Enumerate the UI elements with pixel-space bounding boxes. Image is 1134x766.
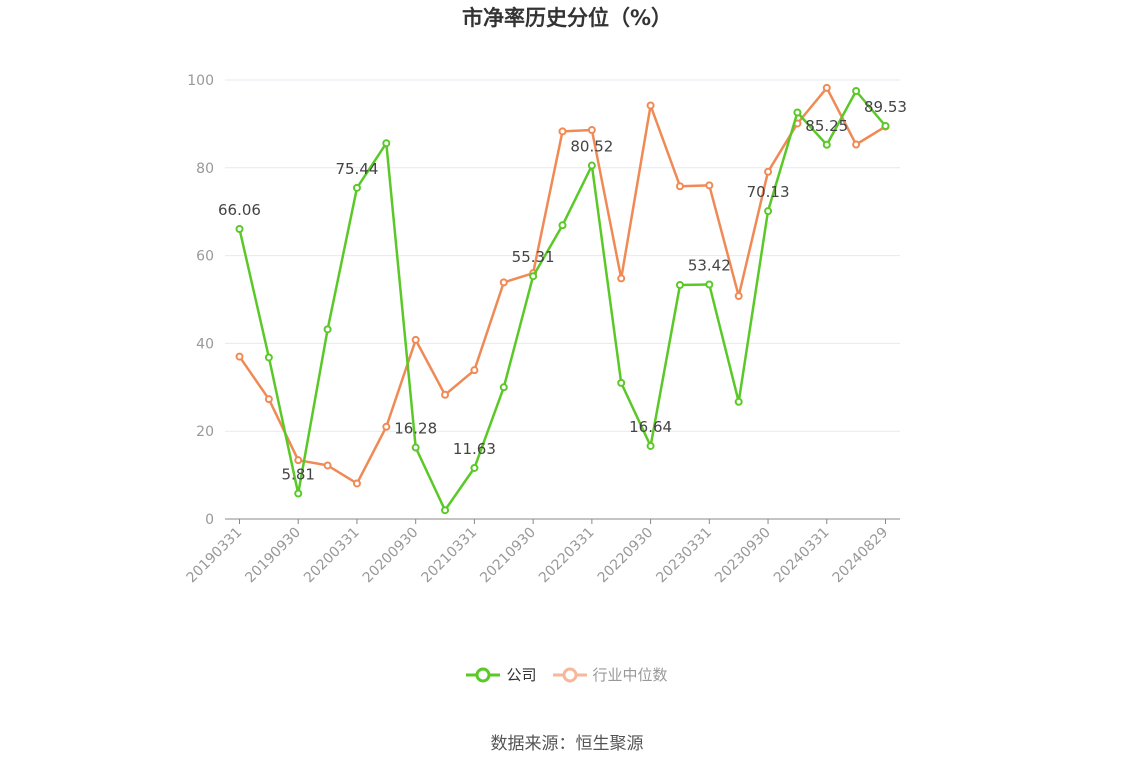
data-label-company: 55.31	[512, 248, 555, 266]
point-company	[529, 272, 538, 281]
point-industry	[764, 167, 773, 176]
point-industry	[852, 140, 861, 149]
point-industry	[323, 461, 332, 470]
x-tick-label: 20200331	[301, 525, 363, 587]
y-tick-label: 20	[196, 424, 214, 440]
point-company	[235, 224, 244, 233]
y-tick-label: 100	[187, 73, 214, 89]
point-industry	[382, 422, 391, 431]
x-tick-label: 20230930	[712, 525, 774, 587]
x-tick-label: 20230331	[653, 525, 715, 587]
point-industry	[587, 126, 596, 135]
x-tick-label: 20220331	[536, 525, 598, 587]
legend-label-industry: 行业中位数	[592, 666, 668, 684]
y-tick-label: 60	[196, 249, 214, 265]
y-axis: 0 20 40 60 80 100	[187, 73, 214, 528]
x-tick-label: 20200930	[360, 525, 422, 587]
data-label-company: 53.42	[688, 256, 731, 274]
data-label-company: 89.53	[864, 98, 907, 116]
point-company	[617, 378, 626, 387]
data-label-company: 85.25	[805, 117, 848, 135]
y-tick-label: 80	[196, 161, 214, 177]
point-company	[646, 441, 655, 450]
point-company	[264, 353, 273, 362]
chart-title: 市净率历史分位（%）	[461, 6, 673, 30]
x-tick-label: 20220930	[595, 525, 657, 587]
point-industry	[411, 335, 420, 344]
legend-line-industry-icon	[552, 667, 587, 682]
point-industry	[235, 352, 244, 361]
point-company	[411, 443, 420, 452]
point-company	[499, 383, 508, 392]
point-industry	[352, 479, 361, 488]
point-company	[470, 463, 479, 472]
data-label-company: 16.28	[394, 420, 437, 438]
series-layer	[235, 83, 890, 515]
point-industry	[646, 101, 655, 110]
point-industry	[675, 182, 684, 191]
legend: 公司 行业中位数	[0, 664, 1134, 685]
point-company	[675, 281, 684, 290]
x-tick-label: 20240829	[830, 525, 892, 587]
data-label-company: 16.64	[629, 418, 672, 436]
data-label-company: 11.63	[453, 440, 496, 458]
point-industry	[441, 390, 450, 399]
x-tick-label: 20210331	[419, 525, 481, 587]
point-company	[441, 506, 450, 515]
point-industry	[617, 274, 626, 283]
point-industry	[499, 278, 508, 287]
point-industry	[558, 127, 567, 136]
point-company	[323, 325, 332, 334]
point-company	[822, 140, 831, 149]
legend-item-company[interactable]: 公司	[466, 664, 537, 685]
point-company	[734, 397, 743, 406]
legend-item-industry[interactable]: 行业中位数	[552, 664, 668, 685]
point-company	[382, 139, 391, 148]
y-tick-label: 0	[205, 512, 214, 528]
series-line-company	[238, 89, 887, 512]
legend-line-company-icon	[466, 667, 501, 682]
x-tick-label: 20190331	[184, 525, 246, 587]
point-company	[294, 489, 303, 498]
point-company	[793, 108, 802, 117]
point-company	[558, 221, 567, 230]
data-source: 数据来源：恒生聚源	[490, 734, 644, 754]
point-industry	[294, 456, 303, 465]
x-tick-label: 20190930	[242, 525, 304, 587]
x-tick-label: 20240331	[771, 525, 833, 587]
data-label-company: 75.44	[335, 160, 378, 178]
point-company	[764, 207, 773, 216]
point-industry	[470, 366, 479, 375]
point-industry	[705, 181, 714, 190]
point-company	[587, 161, 596, 170]
point-company	[705, 280, 714, 289]
point-industry	[264, 395, 273, 404]
point-industry	[734, 291, 743, 300]
legend-label-company: 公司	[506, 666, 537, 684]
grid-lines	[225, 79, 900, 432]
data-label-company: 70.13	[747, 183, 790, 201]
x-tick-label: 20210930	[477, 525, 539, 587]
y-tick-label: 40	[196, 336, 214, 352]
point-company	[881, 121, 890, 130]
data-labels: 66.06 5.81 75.44 16.28 11.63 55.31 80.52 16.64 5…	[218, 98, 907, 484]
point-company	[852, 86, 861, 95]
point-industry	[822, 83, 831, 92]
data-label-company: 66.06	[218, 201, 261, 219]
data-label-company: 80.52	[570, 138, 613, 156]
point-company	[352, 183, 361, 192]
x-axis: 2019033120190930202003312020093020210331…	[184, 518, 900, 587]
data-label-company: 5.81	[282, 465, 315, 483]
